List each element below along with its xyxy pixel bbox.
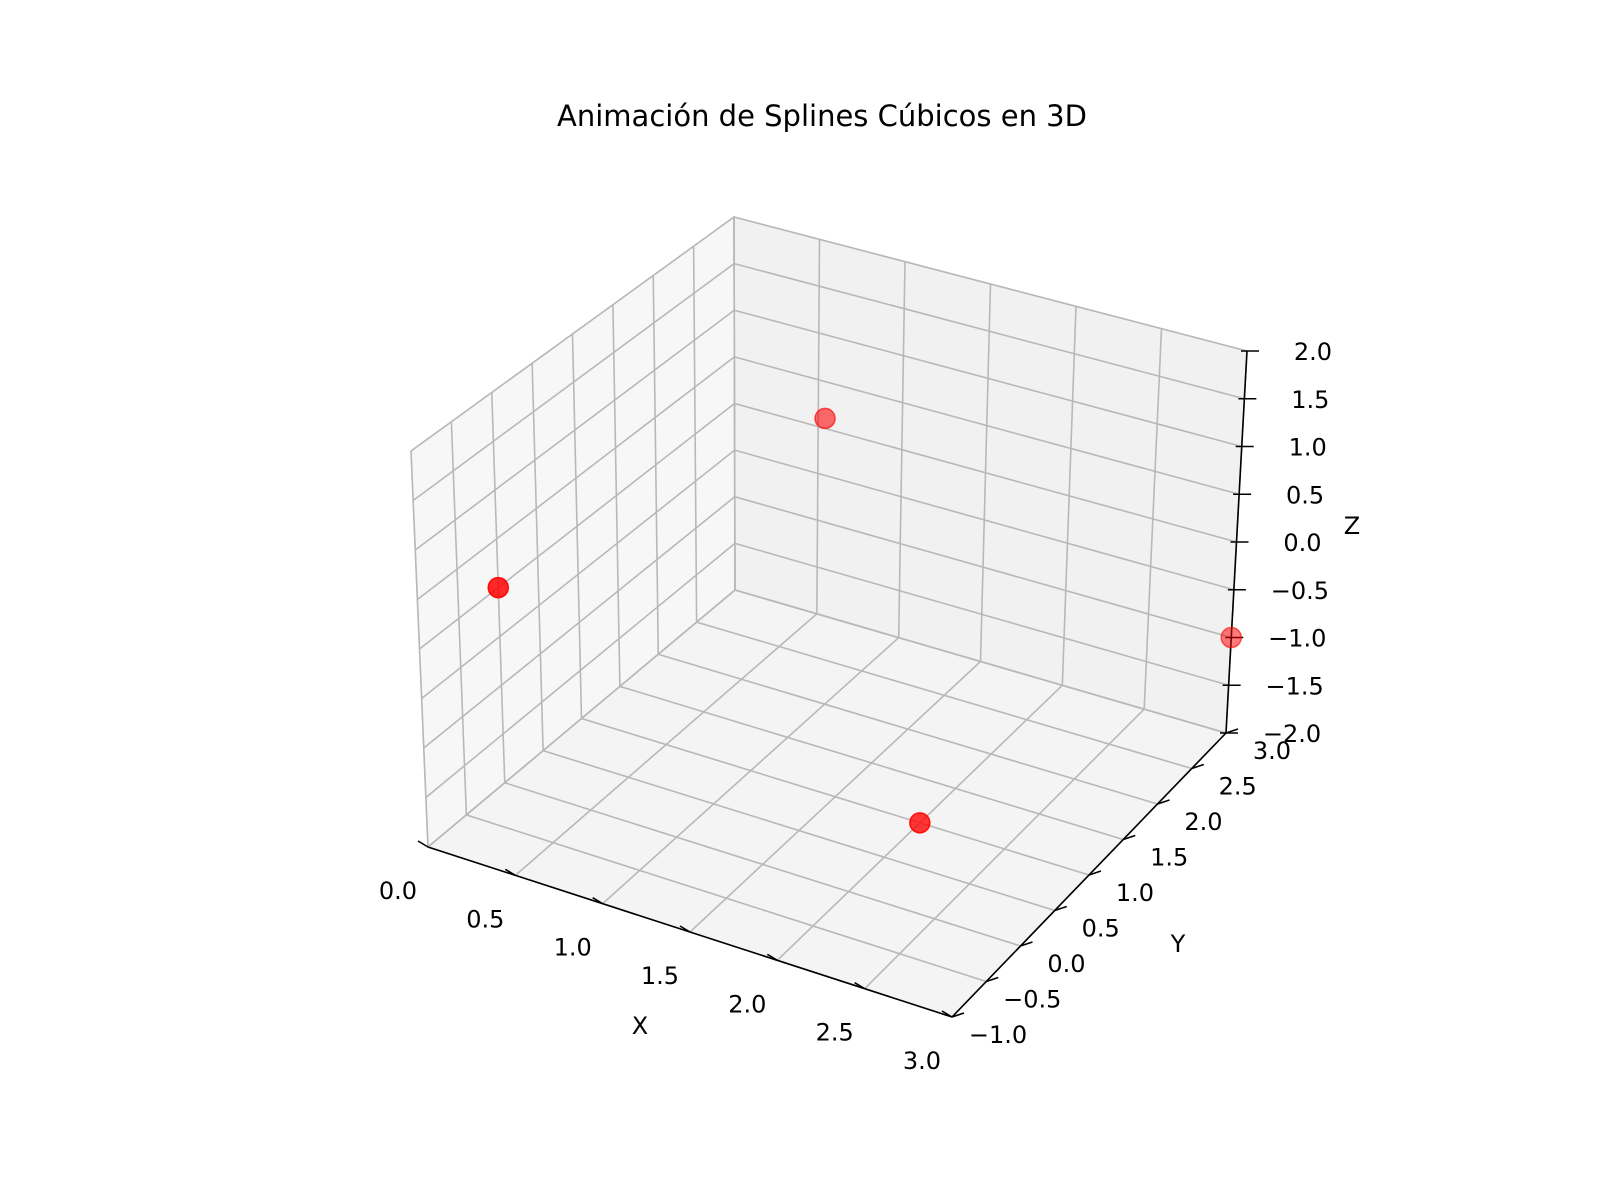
y-tick-label: 2.5 bbox=[1219, 773, 1257, 801]
z-tick-label: −2.0 bbox=[1263, 720, 1321, 748]
z-tick-label: −1.5 bbox=[1265, 672, 1323, 700]
y-tick-mark bbox=[1088, 870, 1102, 876]
x-tick-label: 2.5 bbox=[816, 1019, 854, 1047]
chart-title: Animación de Splines Cúbicos en 3D bbox=[557, 99, 1087, 133]
x-tick-label: 2.0 bbox=[728, 990, 766, 1018]
x-tick-label: 3.0 bbox=[903, 1047, 941, 1075]
z-tick-label: 1.5 bbox=[1291, 386, 1329, 414]
y-tick-label: 0.0 bbox=[1047, 950, 1085, 978]
y-tick-label: 0.5 bbox=[1082, 915, 1120, 943]
z-tick-label: 0.0 bbox=[1283, 529, 1321, 557]
y-tick-label: 2.0 bbox=[1184, 808, 1222, 836]
data-point bbox=[814, 407, 836, 430]
x-tick-mark bbox=[941, 1010, 953, 1018]
x-tick-label: 0.0 bbox=[379, 877, 417, 905]
x-tick-mark bbox=[592, 896, 604, 905]
x-axis-title: X bbox=[632, 1012, 648, 1040]
y-tick-mark bbox=[951, 1012, 965, 1018]
z-tick-label: −1.0 bbox=[1268, 625, 1326, 653]
grid-line-z bbox=[427, 589, 1227, 848]
y-tick-mark bbox=[1020, 941, 1033, 947]
x-tick-label: 1.5 bbox=[641, 962, 679, 990]
data-points bbox=[487, 407, 1242, 834]
y-tick-label: −0.5 bbox=[1003, 986, 1061, 1014]
grid-line-z bbox=[421, 449, 1235, 700]
grid-line-z bbox=[425, 542, 1229, 799]
x-tick-label: 1.0 bbox=[554, 934, 592, 962]
z-tick-label: 1.0 bbox=[1289, 434, 1327, 462]
x-tick-mark bbox=[504, 868, 516, 877]
tick-labels: 0.0 0.5 1.0 1.5 2.0 2.5 3.0 −1.0 −0.5 0.0 0.5 1.0 1.… bbox=[379, 338, 1332, 1075]
y-tick-mark bbox=[985, 976, 999, 983]
y-tick-label: −1.0 bbox=[969, 1021, 1027, 1049]
y-tick-mark bbox=[1191, 763, 1205, 770]
y-tick-mark bbox=[1157, 799, 1170, 805]
z-tick-label: −0.5 bbox=[1271, 577, 1329, 605]
y-axis-title: Y bbox=[1170, 930, 1186, 958]
data-point bbox=[1220, 626, 1242, 649]
x-tick-label: 0.5 bbox=[466, 905, 504, 933]
y-tick-label: 3.0 bbox=[1253, 737, 1291, 765]
x-tick-mark bbox=[854, 981, 866, 990]
data-point bbox=[909, 812, 931, 834]
y-tick-mark bbox=[1122, 834, 1136, 841]
y-tick-label: 1.0 bbox=[1116, 879, 1154, 907]
grid-line-z bbox=[423, 495, 1232, 749]
grid-line-z bbox=[419, 402, 1237, 650]
grid-line-z bbox=[412, 262, 1245, 502]
grid-line-z bbox=[414, 309, 1242, 551]
y-tick-mark bbox=[1054, 905, 1068, 912]
grid-line-z bbox=[410, 216, 1248, 452]
x-tick-mark bbox=[417, 840, 429, 848]
z-tick-label: 2.0 bbox=[1294, 338, 1332, 366]
z-axis-title: Z bbox=[1344, 512, 1360, 540]
grid-line-z bbox=[416, 355, 1240, 601]
x-tick-mark bbox=[679, 925, 691, 933]
data-point bbox=[487, 576, 509, 599]
z-tick-label: 0.5 bbox=[1286, 481, 1324, 509]
y-tick-label: 1.5 bbox=[1150, 844, 1188, 872]
x-tick-mark bbox=[766, 953, 778, 962]
axis-lines bbox=[417, 350, 1259, 1018]
